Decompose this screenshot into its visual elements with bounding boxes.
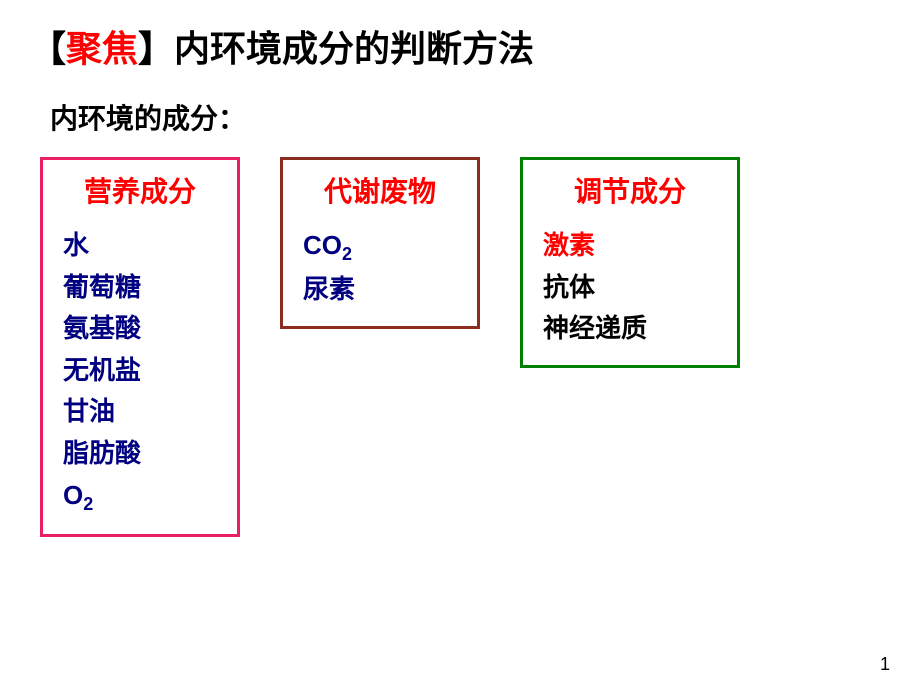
box1-item-glucose: 葡萄糖 — [63, 267, 217, 309]
co2-sub: 2 — [342, 244, 352, 264]
box3-item-neurotransmitter: 神经递质 — [543, 308, 717, 350]
regulation-box: 调节成分 激素 抗体 神经递质 — [520, 157, 740, 368]
box1-item-water: 水 — [63, 225, 217, 267]
box3-item-hormone: 激素 — [543, 225, 717, 267]
subtitle: 内环境的成分： — [50, 97, 890, 137]
box1-title: 营养成分 — [63, 170, 217, 210]
nutrients-box: 营养成分 水 葡萄糖 氨基酸 无机盐 甘油 脂肪酸 O2 — [40, 157, 240, 537]
boxes-container: 营养成分 水 葡萄糖 氨基酸 无机盐 甘油 脂肪酸 O2 代谢废物 CO2 尿素… — [40, 157, 890, 537]
box3-item-antibody: 抗体 — [543, 267, 717, 309]
bracket-close: 】 — [138, 28, 174, 69]
o2-sub: 2 — [83, 494, 93, 514]
waste-box: 代谢废物 CO2 尿素 — [280, 157, 480, 329]
box1-item-amino: 氨基酸 — [63, 308, 217, 350]
box1-item-salt: 无机盐 — [63, 350, 217, 392]
o2-text: O — [63, 480, 83, 510]
box1-item-glycerol: 甘油 — [63, 391, 217, 433]
box2-item-co2: CO2 — [303, 225, 457, 269]
focus-word: 聚焦 — [66, 28, 138, 69]
co2-text: CO — [303, 230, 342, 260]
box2-item-urea: 尿素 — [303, 269, 457, 311]
box1-item-fatty: 脂肪酸 — [63, 433, 217, 475]
bracket-open: 【 — [30, 28, 66, 69]
box3-title: 调节成分 — [543, 170, 717, 210]
page-number: 1 — [880, 654, 890, 675]
title-rest: 内环境成分的判断方法 — [174, 28, 534, 69]
box1-item-o2: O2 — [63, 475, 217, 519]
main-title: 【聚焦】内环境成分的判断方法 — [30, 20, 890, 72]
box2-title: 代谢废物 — [303, 170, 457, 210]
